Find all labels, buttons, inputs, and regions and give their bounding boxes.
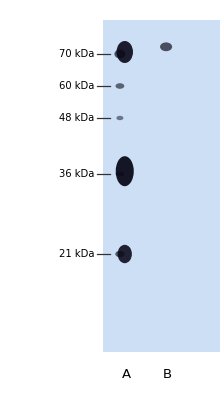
Ellipse shape (114, 50, 125, 58)
Ellipse shape (116, 116, 123, 120)
Ellipse shape (117, 41, 133, 63)
Ellipse shape (115, 251, 125, 257)
Text: B: B (163, 368, 172, 380)
Text: 60 kDa: 60 kDa (59, 81, 95, 91)
Ellipse shape (116, 83, 124, 89)
Text: 70 kDa: 70 kDa (59, 49, 95, 59)
Text: 21 kDa: 21 kDa (59, 249, 95, 259)
Ellipse shape (116, 172, 124, 177)
Ellipse shape (160, 42, 172, 51)
Text: 36 kDa: 36 kDa (59, 169, 95, 179)
Text: 48 kDa: 48 kDa (59, 113, 95, 123)
Bar (103, 20, 220, 352)
Ellipse shape (117, 245, 132, 263)
Text: A: A (122, 368, 131, 380)
Ellipse shape (116, 156, 134, 186)
